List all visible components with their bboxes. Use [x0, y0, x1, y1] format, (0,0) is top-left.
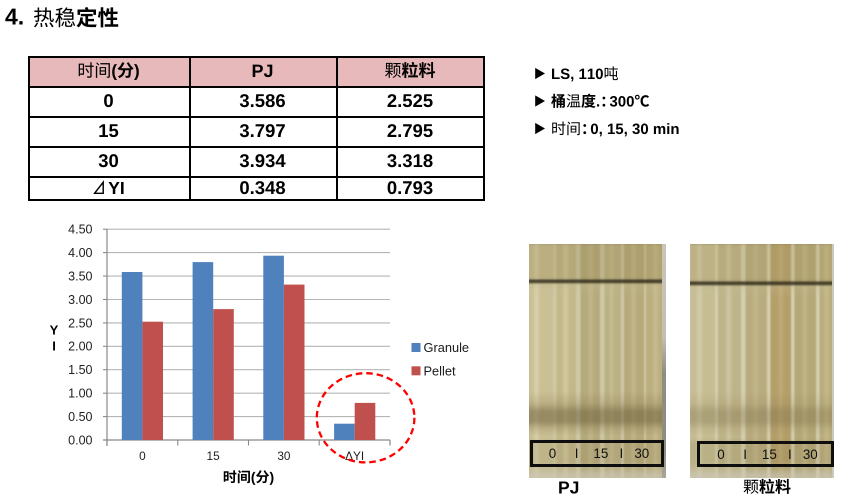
svg-text:0.50: 0.50 [68, 410, 92, 424]
svg-text:1.00: 1.00 [68, 387, 92, 401]
svg-text:0.00: 0.00 [68, 433, 92, 447]
svg-text:30: 30 [277, 449, 291, 463]
svg-text:Y: Y [50, 323, 59, 338]
svg-text:I: I [52, 339, 56, 354]
svg-text:3.50: 3.50 [68, 270, 92, 284]
svg-text:2.00: 2.00 [68, 340, 92, 354]
svg-text:3.00: 3.00 [68, 293, 92, 307]
svg-text:15: 15 [207, 449, 221, 463]
svg-text:1.50: 1.50 [68, 363, 92, 377]
svg-text:Granule: Granule [424, 340, 470, 355]
svg-text:2.50: 2.50 [68, 316, 92, 330]
svg-text:4.50: 4.50 [68, 223, 92, 237]
svg-text:0: 0 [139, 449, 146, 463]
svg-text:4.00: 4.00 [68, 246, 92, 260]
svg-text:Pellet: Pellet [424, 363, 456, 378]
